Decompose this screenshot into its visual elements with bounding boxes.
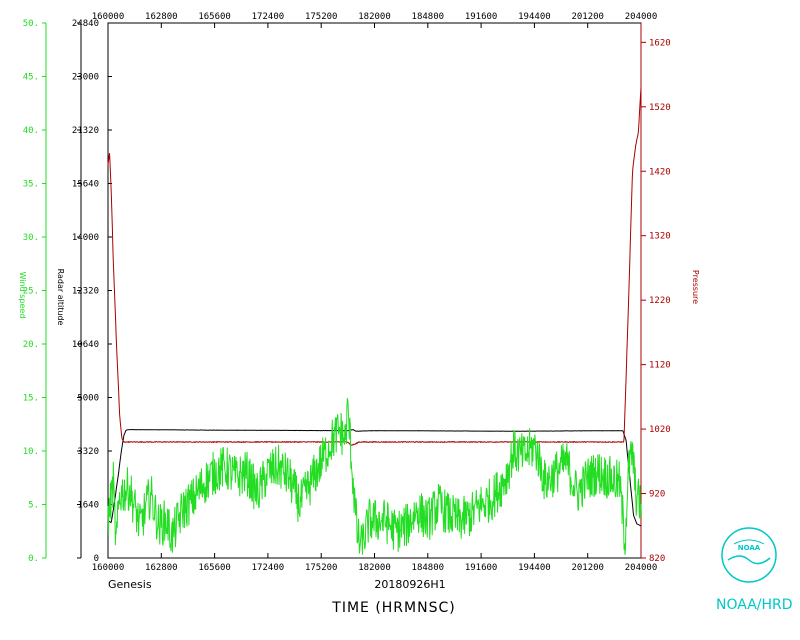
wind-tick-label: 15. [23,394,39,404]
series-line-pressure [107,87,642,446]
pressure-tick-label: 920 [649,490,665,500]
noaa-hrd-label: NOAA/HRD [716,597,793,613]
x-axis-title: TIME (HRMNSC) [331,600,455,616]
series-layer [107,87,642,555]
wind-tick-label: 20. [23,340,39,350]
wind-tick-label: 25. [23,287,39,297]
genesis-label: Genesis [108,578,152,591]
x-tick-label-bottom: 182000 [358,563,391,573]
wind-speed-axis-title: Wind speed [18,272,27,319]
wind-tick-label: 45. [23,73,39,83]
x-tick-label-bottom: 191600 [465,563,498,573]
x-tick-label-bottom: 172400 [252,563,285,573]
wind-tick-label: 35. [23,180,39,190]
radar-altitude-axis-title: Radar altitude [56,269,65,326]
series-line-wind-speed [107,398,642,555]
noaa-logo-icon: NOAA [721,527,777,583]
pressure-tick-label: 1420 [649,167,671,177]
series-line-radar-altitude [107,428,642,527]
x-tick-label-bottom: 165600 [198,563,231,573]
noaa-logo-badge: NOAA [738,544,761,552]
pressure-axis-title: Pressure [691,270,700,304]
wind-tick-label: 40. [23,126,39,136]
date-label: 20180926H1 [374,578,445,591]
pressure-tick-label: 1620 [649,38,671,48]
pressure-tick-label: 1520 [649,103,671,113]
x-tick-label-bottom: 194400 [518,563,551,573]
x-tick-label-bottom: 175200 [305,563,338,573]
x-tick-label-top: 160000 [92,12,125,22]
altitude-tick-label: 23000 [72,73,99,83]
x-tick-label-top: 184800 [412,12,445,22]
x-tick-label-bottom: 160000 [92,563,125,573]
altitude-tick-label: 14000 [72,233,99,243]
x-tick-label-top: 162800 [145,12,178,22]
x-tick-label-bottom: 204000 [625,563,658,573]
x-tick-label-top: 175200 [305,12,338,22]
x-tick-label-bottom: 162800 [145,563,178,573]
altitude-tick-label: 5000 [77,394,99,404]
x-tick-label-top: 165600 [198,12,231,22]
x-tick-label-top: 172400 [252,12,285,22]
axes-layer: 160000 160000 162800 162800 165600 165600 1724… [23,12,671,573]
wind-tick-label: 10. [23,447,39,457]
pressure-tick-label: 1020 [649,425,671,435]
pressure-tick-label: 820 [649,554,665,564]
x-tick-label-top: 204000 [625,12,658,22]
x-tick-label-bottom: 184800 [412,563,445,573]
labels-layer: TIME (HRMNSC) 20180926H1 Genesis Wind sp… [18,269,700,616]
pressure-tick-label: 1120 [649,361,671,371]
altitude-tick-label: 12320 [72,287,99,297]
wind-tick-label: 30. [23,233,39,243]
altitude-tick-label: 3320 [77,447,99,457]
wind-tick-label: 5. [28,501,39,511]
x-tick-label-top: 194400 [518,12,551,22]
altitude-tick-label: 1640 [77,501,99,511]
pressure-tick-label: 1320 [649,232,671,242]
altitude-tick-label: 21320 [72,126,99,136]
x-tick-label-top: 191600 [465,12,498,22]
wind-tick-label: 50. [23,19,39,29]
altitude-tick-label: 15640 [72,180,99,190]
x-tick-label-top: 182000 [358,12,391,22]
pressure-tick-label: 1220 [649,296,671,306]
wind-tick-label: 0. [28,554,39,564]
altitude-tick-label: 24840 [72,19,99,29]
x-tick-label-top: 201200 [571,12,604,22]
altitude-tick-label: 0 [94,554,99,564]
altitude-tick-label: 10640 [72,340,99,350]
plot-frame [107,22,642,559]
x-tick-label-bottom: 201200 [571,563,604,573]
